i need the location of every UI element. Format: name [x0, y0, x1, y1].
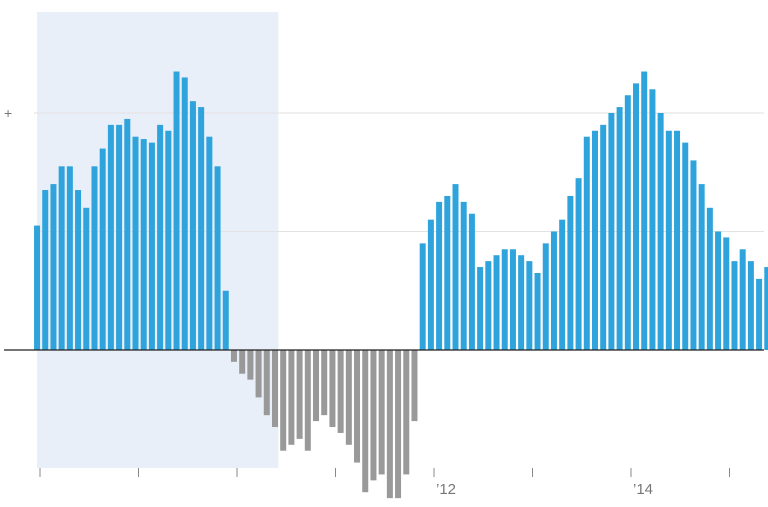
x-ticks: ’12 ’14: [39, 468, 730, 498]
bar-31: [288, 350, 295, 445]
bar-68: [591, 130, 598, 350]
bar-26: [247, 350, 254, 380]
bar-84: [723, 237, 730, 350]
bar-44: [395, 350, 402, 499]
bar-10: [116, 124, 123, 350]
bar-24: [230, 350, 237, 362]
bar-30: [280, 350, 287, 451]
bar-82: [706, 207, 713, 350]
bar-86: [739, 249, 746, 350]
bar-76: [657, 113, 664, 350]
bar-46: [411, 350, 418, 422]
bar-53: [468, 213, 475, 350]
bar-63: [550, 231, 557, 350]
bar-33: [304, 350, 311, 451]
bar-35: [321, 350, 328, 416]
bar-81: [698, 184, 705, 350]
bar-71: [616, 107, 623, 350]
bar-58: [509, 249, 516, 350]
bar-13: [140, 139, 147, 350]
bar-43: [386, 350, 393, 499]
bar-87: [747, 261, 754, 350]
bar-41: [370, 350, 377, 481]
bar-series: [34, 71, 768, 499]
bar-18: [181, 77, 188, 350]
bar-20: [198, 107, 205, 350]
bar-4: [66, 166, 73, 350]
bar-64: [559, 219, 566, 350]
bar-49: [436, 201, 443, 350]
bar-72: [624, 95, 631, 350]
bar-66: [575, 178, 582, 350]
bar-75: [649, 89, 656, 351]
bar-62: [542, 243, 549, 350]
bar-54: [477, 267, 484, 350]
bar-21: [206, 136, 213, 350]
bar-29: [271, 350, 278, 428]
y-tick-label-0: +: [4, 105, 12, 121]
bar-25: [239, 350, 246, 374]
bar-39: [354, 350, 361, 463]
bar-12: [132, 136, 139, 350]
bar-40: [362, 350, 369, 493]
bar-73: [633, 83, 640, 350]
bar-77: [665, 130, 672, 350]
bar-5: [75, 190, 82, 350]
bar-65: [567, 195, 574, 350]
bar-8: [99, 148, 106, 350]
bar-50: [444, 195, 451, 350]
x-tick-label-1: ’14: [633, 481, 653, 498]
bar-16: [165, 130, 172, 350]
bar-55: [485, 261, 492, 350]
bar-57: [501, 249, 508, 350]
bar-36: [329, 350, 336, 428]
bar-1: [42, 190, 49, 350]
bar-89: [764, 267, 768, 350]
bar-79: [682, 142, 689, 350]
bar-0: [34, 225, 41, 350]
bar-67: [583, 136, 590, 350]
bar-32: [296, 350, 303, 439]
bar-42: [378, 350, 385, 475]
bar-6: [83, 207, 90, 350]
bar-27: [255, 350, 262, 398]
bar-22: [214, 166, 221, 350]
bar-11: [124, 118, 131, 350]
bar-17: [173, 71, 180, 351]
bar-52: [460, 201, 467, 350]
bar-2: [50, 184, 57, 350]
bar-80: [690, 160, 697, 350]
bar-78: [674, 130, 681, 350]
bar-37: [337, 350, 344, 433]
bar-56: [493, 255, 500, 350]
bar-45: [403, 350, 410, 475]
bar-3: [58, 166, 65, 350]
bar-7: [91, 166, 98, 350]
bar-23: [222, 290, 229, 350]
bar-70: [608, 113, 615, 350]
bar-48: [427, 219, 434, 350]
bar-19: [189, 101, 196, 351]
bar-28: [263, 350, 270, 416]
bar-61: [534, 272, 541, 350]
bar-15: [157, 124, 164, 350]
x-tick-label-0: ’12: [436, 481, 456, 498]
bar-88: [756, 278, 763, 350]
bar-69: [600, 124, 607, 350]
bar-38: [345, 350, 352, 445]
bar-60: [526, 261, 533, 350]
bar-9: [107, 124, 114, 350]
bar-83: [715, 231, 722, 350]
bar-51: [452, 184, 459, 350]
bar-59: [518, 255, 525, 350]
bar-85: [731, 261, 738, 350]
bar-14: [148, 142, 155, 350]
bar-47: [419, 243, 426, 350]
bar-34: [313, 350, 320, 422]
bar-74: [641, 71, 648, 351]
y-tick-labels: +−2: [4, 105, 12, 121]
